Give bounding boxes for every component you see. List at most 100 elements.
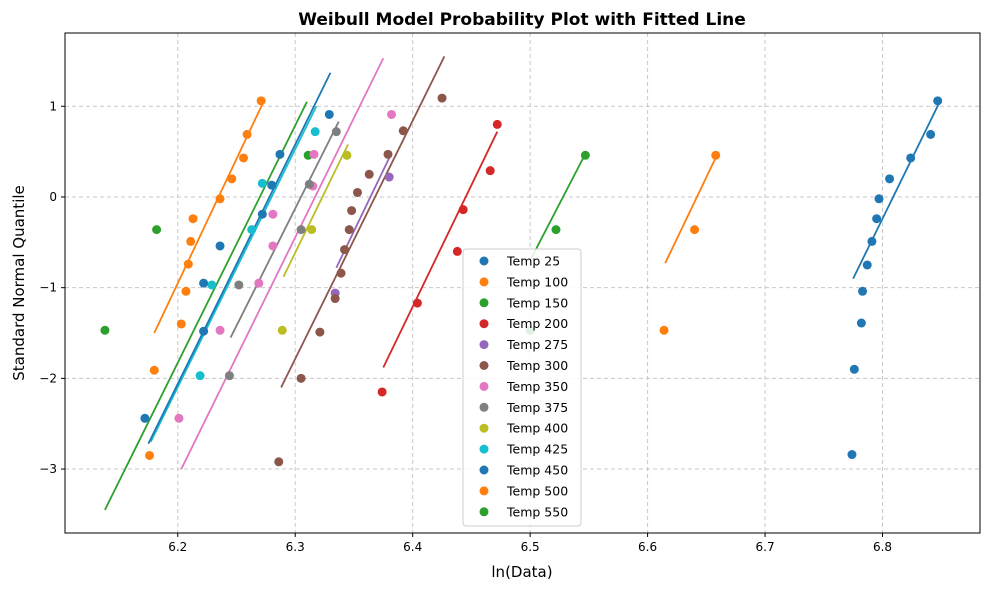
legend-label: Temp 150 [506,295,568,310]
data-point [100,325,110,335]
data-point [254,278,264,288]
fit-line-temp-450 [147,72,332,445]
legend-label: Temp 100 [506,274,568,289]
data-point [856,318,866,328]
data-point [364,169,374,179]
data-point [330,294,340,304]
y-tick-label: 0 [49,190,57,204]
data-point [858,286,868,296]
x-tick-label: 6.2 [168,540,187,554]
legend-label: Temp 300 [506,358,568,373]
data-point [315,327,325,337]
data-point [458,205,468,215]
legend-marker [479,381,489,391]
data-point [256,96,266,106]
fit-line-temp-150 [104,101,308,511]
fit-line-temp-350 [180,57,385,470]
fit-line-temp-100 [153,101,265,334]
data-point [437,93,447,103]
data-point [485,166,495,176]
data-point [862,260,872,270]
legend-label: Temp 400 [506,421,568,436]
fitted-lines [104,56,940,511]
data-point [268,241,278,251]
y-tick-label: −3 [39,462,57,476]
data-point [199,278,209,288]
data-point [383,149,393,159]
fit-line-temp-200 [382,131,499,368]
data-point [267,180,277,190]
y-tick-label: −1 [39,281,57,295]
legend-label: Temp 500 [506,483,568,498]
data-point [847,450,857,460]
x-tick-label: 6.5 [521,540,540,554]
legend-marker [479,423,489,433]
data-point [274,457,284,467]
y-axis-label: Standard Normal Quantile [10,185,28,381]
y-axis-ticks: 1 0 −1 −2 −3 [39,99,65,476]
legend-label: Temp 350 [506,379,568,394]
data-point [336,268,346,278]
legend-label: Temp 425 [506,442,568,457]
data-point [277,325,287,335]
data-point [224,371,234,381]
data-point [580,150,590,160]
data-point [215,325,225,335]
data-point [307,225,317,235]
data-point [247,225,257,235]
data-point [926,129,936,139]
data-point [188,214,198,224]
chart-title: Weibull Model Probability Plot with Fitt… [298,10,746,30]
data-points [100,93,943,467]
x-axis-ticks: 6.2 6.3 6.4 6.5 6.6 6.7 6.8 [168,533,892,554]
data-point [140,413,150,423]
legend-marker [479,340,489,350]
legend-marker [479,298,489,308]
data-point [377,387,387,397]
data-point [296,373,306,383]
fit-line-temp-550 [529,151,588,261]
data-point [324,109,334,119]
legend-label: Temp 375 [506,400,568,415]
data-point [659,325,669,335]
data-point [275,149,285,159]
data-point [207,280,217,290]
legend-marker [479,444,489,454]
fit-line-temp-400 [282,143,349,278]
data-point [344,225,354,235]
data-point [268,209,278,219]
data-point [398,126,408,136]
data-point [227,174,237,184]
legend-marker [479,277,489,287]
fit-line-temp-375 [229,121,340,338]
legend-marker [479,486,489,496]
legend-marker [479,465,489,475]
y-tick-label: −2 [39,371,57,385]
data-point [195,371,205,381]
fit-line-temp-425 [149,105,318,443]
data-point [309,149,319,159]
x-tick-label: 6.4 [403,540,422,554]
data-point [906,153,916,163]
data-point [215,241,225,251]
fit-line-temp-300 [280,56,446,388]
fit-line-temp-25 [852,103,940,279]
data-point [342,150,352,160]
y-tick-label: 1 [49,99,57,113]
data-point [149,365,159,375]
data-point [492,119,502,129]
data-point [152,225,162,235]
legend-marker [479,402,489,412]
data-point [304,179,314,189]
data-point [176,319,186,329]
x-axis-label: ln(Data) [491,563,552,581]
data-point [199,326,209,336]
fit-line-temp-500 [664,154,718,264]
data-point [933,96,943,106]
legend-marker [479,256,489,266]
data-point [310,127,320,137]
data-point [872,214,882,224]
data-point [257,209,267,219]
data-point [347,206,357,216]
